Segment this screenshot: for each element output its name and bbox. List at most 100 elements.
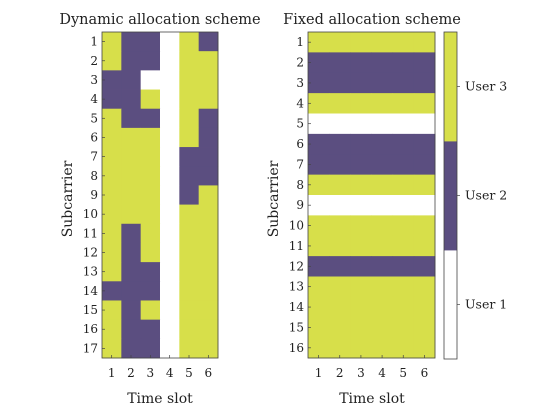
fixed-cell <box>371 154 394 176</box>
fixed-axes-frame <box>307 31 436 359</box>
fixed-cell <box>413 32 436 53</box>
dynamic-cell <box>140 32 161 52</box>
dynamic-y-tick-label: 2 <box>90 54 98 68</box>
fixed-cell <box>350 317 372 339</box>
dynamic-cell <box>140 127 161 148</box>
fixed-y-tick-label: 7 <box>296 157 304 171</box>
fixed-x-tick-label: 4 <box>378 366 386 380</box>
fixed-cell <box>371 235 394 257</box>
fixed-cell <box>350 296 372 318</box>
fixed-cell <box>329 154 351 176</box>
dynamic-cell <box>121 70 142 90</box>
fixed-cell <box>308 317 330 339</box>
dynamic-cell <box>160 127 180 148</box>
fixed-y-tick-label: 14 <box>289 300 305 314</box>
dynamic-y-tick-label: 1 <box>90 35 98 49</box>
dynamic-cell <box>102 70 122 90</box>
fixed-cell <box>371 93 394 114</box>
dynamic-cell <box>140 147 161 167</box>
fixed-heatmap-cells <box>308 32 436 359</box>
fixed-y-tick-label: 16 <box>289 341 304 355</box>
dynamic-y-axis-label: Subcarrier <box>60 160 76 237</box>
dynamic-cell <box>102 262 122 282</box>
dynamic-cell <box>160 147 180 167</box>
fixed-y-tick-label: 11 <box>289 239 304 253</box>
fixed-cell <box>350 195 372 216</box>
fixed-cell <box>392 296 415 318</box>
fixed-cell <box>413 256 436 277</box>
dynamic-cell <box>102 242 122 263</box>
fixed-y-tick-label: 2 <box>296 56 304 70</box>
fixed-cell <box>371 337 394 359</box>
dynamic-chart-title: Dynamic allocation scheme <box>59 12 260 28</box>
fixed-cell <box>329 195 351 216</box>
dynamic-cell <box>102 338 122 359</box>
dynamic-cell <box>140 166 161 186</box>
fixed-cell <box>329 235 351 257</box>
dynamic-cell <box>121 127 142 148</box>
fixed-allocation-panel: Fixed allocation scheme Time slot Subcar… <box>266 12 461 405</box>
dynamic-cell <box>198 89 219 110</box>
fixed-y-tick-label: 13 <box>289 280 304 294</box>
fixed-cell <box>329 72 351 94</box>
dynamic-cell <box>140 242 161 263</box>
dynamic-cell <box>198 262 219 282</box>
fixed-y-tick-label: 9 <box>296 198 304 212</box>
fixed-cell <box>350 32 372 53</box>
fixed-x-axis-label: Time slot <box>339 391 405 405</box>
dynamic-cell <box>121 262 142 282</box>
fixed-cell <box>413 174 436 196</box>
fixed-cell <box>350 93 372 114</box>
fixed-cell <box>413 113 436 135</box>
fixed-cell <box>392 93 415 114</box>
fixed-cell <box>308 276 330 298</box>
dynamic-cell <box>102 319 122 340</box>
fixed-cell <box>371 113 394 135</box>
colorbar-tick-labels: User 1 User 2 User 3 <box>457 79 507 312</box>
fixed-cell <box>413 72 436 94</box>
fixed-cell <box>392 337 415 359</box>
fixed-cell <box>392 317 415 339</box>
colorbar: User 1 User 2 User 3 <box>443 31 507 360</box>
dynamic-y-tick-label: 9 <box>90 188 98 202</box>
colorbar-tick-label: User 2 <box>465 188 507 203</box>
fixed-cell <box>371 215 394 237</box>
fixed-cell <box>350 154 372 176</box>
dynamic-cell <box>160 223 180 244</box>
dynamic-cell <box>179 300 200 321</box>
fixed-y-tick-label: 1 <box>296 35 304 49</box>
dynamic-x-tick-label: 6 <box>205 366 213 380</box>
fixed-cell <box>308 256 330 277</box>
dynamic-cell <box>179 166 200 186</box>
dynamic-y-tick-label: 8 <box>90 169 98 183</box>
fixed-cell <box>329 32 351 53</box>
fixed-cell <box>308 32 330 53</box>
fixed-cell <box>350 174 372 196</box>
fixed-cell <box>392 276 415 298</box>
dynamic-x-axis-label: Time slot <box>127 391 193 405</box>
fixed-cell <box>308 52 330 74</box>
dynamic-cell <box>140 281 161 301</box>
fixed-cell <box>308 174 330 196</box>
dynamic-cell <box>160 338 180 359</box>
dynamic-cell <box>160 89 180 110</box>
fixed-cell <box>392 113 415 135</box>
dynamic-cell <box>179 319 200 340</box>
fixed-cell <box>329 276 351 298</box>
fixed-cell <box>329 113 351 135</box>
dynamic-cell <box>198 319 219 340</box>
dynamic-cell <box>121 319 142 340</box>
fixed-cell <box>329 337 351 359</box>
fixed-cell <box>392 235 415 257</box>
colorbar-swatch <box>444 141 457 251</box>
fixed-cell <box>329 52 351 74</box>
fixed-cell <box>329 215 351 237</box>
fixed-cell <box>413 215 436 237</box>
dynamic-cell <box>102 281 122 301</box>
dynamic-x-tick-label: 5 <box>185 366 193 380</box>
fixed-y-tick-label: 10 <box>289 219 304 233</box>
dynamic-cell <box>121 223 142 244</box>
dynamic-cell <box>102 32 122 52</box>
fixed-cell <box>329 317 351 339</box>
